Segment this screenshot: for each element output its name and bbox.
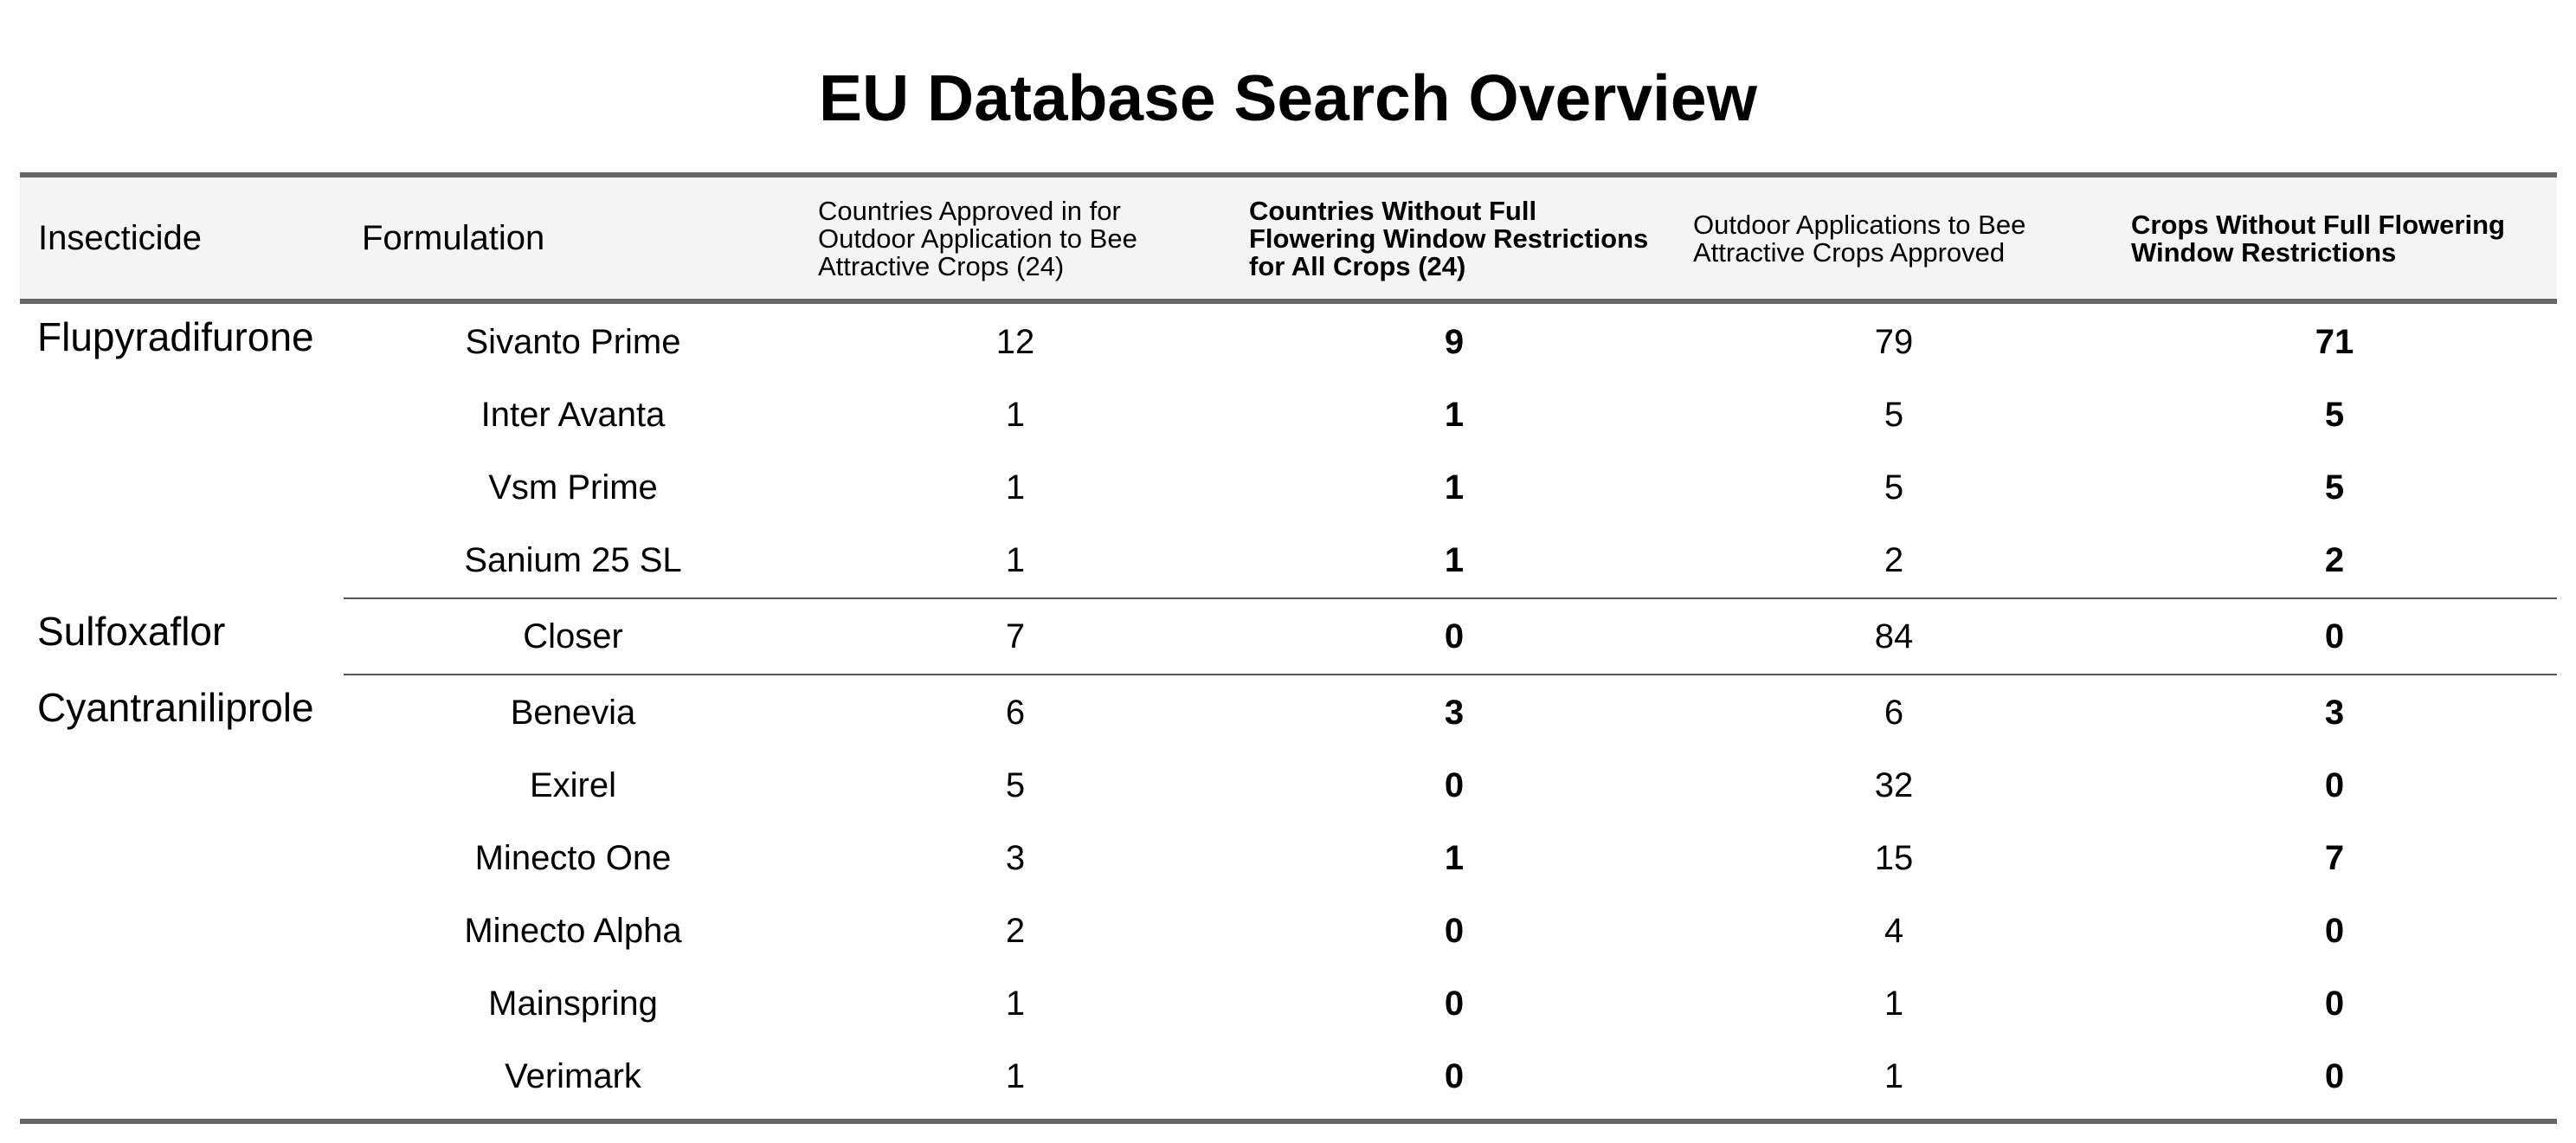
formulation-cell: Minecto Alpha <box>464 912 682 950</box>
page-title: EU Database Search Overview <box>819 61 1757 134</box>
header-outdoor-applications: Outdoor Applications to Bee Attractive C… <box>1693 178 2091 300</box>
table-top-rule <box>20 172 2557 178</box>
formulation-cell: Minecto One <box>474 839 672 877</box>
formulation-cell: Exirel <box>529 766 617 804</box>
formulation-cell: Sivanto Prime <box>465 323 681 361</box>
countries-without-cell: 1 <box>1444 396 1465 434</box>
header-formulation-label: Formulation <box>362 219 545 257</box>
countries-without-cell: 0 <box>1444 766 1465 804</box>
crops-without-cell: 0 <box>2324 1057 2345 1095</box>
countries-approved-cell: 1 <box>1005 396 1026 434</box>
countries-approved-cell: 3 <box>1005 839 1026 877</box>
countries-without-cell: 1 <box>1444 541 1465 579</box>
header-insecticide: Insecticide <box>38 178 350 300</box>
countries-approved-cell: 1 <box>1005 985 1026 1023</box>
outdoor-applications-cell: 4 <box>1884 912 1904 950</box>
formulation-cell: Sanium 25 SL <box>464 541 682 579</box>
outdoor-applications-cell: 15 <box>1874 839 1914 877</box>
crops-without-cell: 2 <box>2324 541 2345 579</box>
crops-without-cell: 3 <box>2324 694 2345 732</box>
crops-without-cell: 7 <box>2324 839 2345 877</box>
outdoor-applications-cell: 1 <box>1884 1057 1904 1095</box>
outdoor-applications-cell: 2 <box>1884 541 1904 579</box>
outdoor-applications-cell: 5 <box>1884 468 1904 507</box>
formulation-cell: Vsm Prime <box>488 468 658 507</box>
header-countries-approved-label: Countries Approved in for Outdoor Applic… <box>818 195 1137 281</box>
countries-approved-cell: 2 <box>1005 912 1026 950</box>
countries-without-cell: 0 <box>1444 912 1465 950</box>
crops-without-cell: 0 <box>2324 766 2345 804</box>
countries-approved-cell: 6 <box>1005 694 1026 732</box>
formulation-cell: Closer <box>523 617 623 655</box>
group-separator <box>344 674 2557 675</box>
crops-without-cell: 0 <box>2324 617 2345 655</box>
countries-without-cell: 0 <box>1444 617 1465 655</box>
header-crops-without: Crops Without Full Flowering Window Rest… <box>2131 178 2547 300</box>
countries-approved-cell: 1 <box>1005 1057 1026 1095</box>
crops-without-cell: 5 <box>2324 396 2345 434</box>
header-insecticide-label: Insecticide <box>38 219 202 257</box>
countries-without-cell: 0 <box>1444 1057 1465 1095</box>
header-countries-without: Countries Without Full Flowering Window … <box>1249 178 1665 300</box>
outdoor-applications-cell: 79 <box>1874 323 1914 361</box>
countries-without-cell: 1 <box>1444 839 1465 877</box>
formulation-cell: Benevia <box>510 694 636 732</box>
table-bottom-rule <box>20 1119 2557 1124</box>
outdoor-applications-cell: 6 <box>1884 694 1904 732</box>
insecticide-label: Flupyradifurone <box>37 314 314 359</box>
crops-without-cell: 71 <box>2315 323 2354 361</box>
crops-without-cell: 0 <box>2324 985 2345 1023</box>
countries-approved-cell: 1 <box>1005 541 1026 579</box>
header-countries-without-label: Countries Without Full Flowering Window … <box>1249 195 1649 281</box>
group-separator <box>344 597 2557 599</box>
header-crops-without-label: Crops Without Full Flowering Window Rest… <box>2131 209 2505 268</box>
formulation-cell: Verimark <box>505 1057 641 1095</box>
crops-without-cell: 0 <box>2324 912 2345 950</box>
countries-approved-cell: 1 <box>1005 468 1026 507</box>
table-header-background <box>20 178 2557 300</box>
countries-approved-cell: 12 <box>995 323 1035 361</box>
outdoor-applications-cell: 32 <box>1874 766 1914 804</box>
header-bottom-rule <box>20 299 2557 304</box>
crops-without-cell: 5 <box>2324 468 2345 507</box>
header-countries-approved: Countries Approved in for Outdoor Applic… <box>818 178 1182 300</box>
formulation-cell: Mainspring <box>488 985 658 1023</box>
formulation-cell: Inter Avanta <box>480 396 666 434</box>
outdoor-applications-cell: 5 <box>1884 396 1904 434</box>
outdoor-applications-cell: 1 <box>1884 985 1904 1023</box>
header-formulation: Formulation <box>362 178 795 300</box>
insecticide-label: Sulfoxaflor <box>37 609 226 654</box>
countries-without-cell: 0 <box>1444 985 1465 1023</box>
countries-without-cell: 9 <box>1444 323 1465 361</box>
countries-without-cell: 3 <box>1444 694 1465 732</box>
countries-without-cell: 1 <box>1444 468 1465 507</box>
insecticide-label: Cyantraniliprole <box>37 685 314 730</box>
countries-approved-cell: 7 <box>1005 617 1026 655</box>
countries-approved-cell: 5 <box>1005 766 1026 804</box>
header-outdoor-applications-label: Outdoor Applications to Bee Attractive C… <box>1693 209 2026 268</box>
outdoor-applications-cell: 84 <box>1874 617 1914 655</box>
